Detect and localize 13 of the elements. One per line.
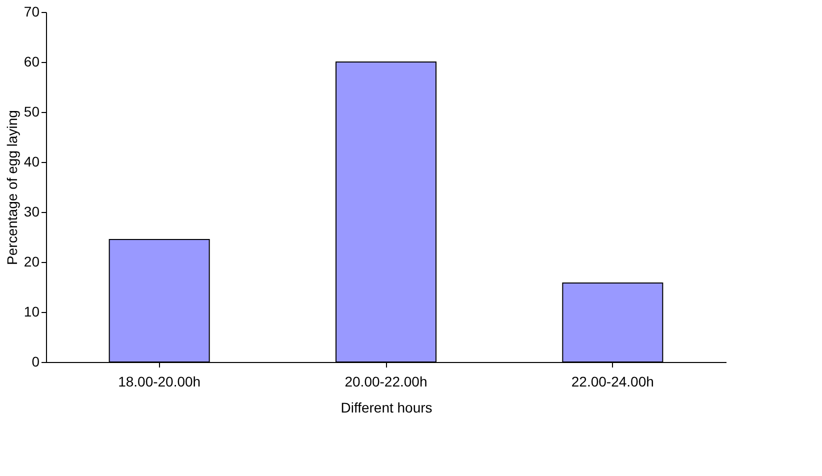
y-tick-label: 20 — [24, 254, 40, 270]
y-tick-label: 50 — [24, 104, 40, 120]
y-tick-label: 10 — [24, 304, 40, 320]
y-tick-label: 60 — [24, 54, 40, 70]
x-tick-label: 22.00-24.00h — [571, 374, 654, 390]
x-tick-label: 18.00-20.00h — [118, 374, 201, 390]
y-tick-label: 40 — [24, 154, 40, 170]
x-axis-title: Different hours — [340, 400, 432, 416]
y-tick-label: 0 — [32, 354, 40, 370]
y-tick-label: 70 — [24, 4, 40, 20]
y-tick-label: 30 — [24, 204, 40, 220]
y-axis-title: Percentage of egg laying — [4, 110, 20, 265]
x-tick-label: 20.00-22.00h — [344, 374, 428, 390]
